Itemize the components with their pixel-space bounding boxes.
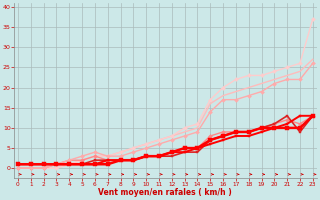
X-axis label: Vent moyen/en rafales ( km/h ): Vent moyen/en rafales ( km/h ) — [99, 188, 232, 197]
